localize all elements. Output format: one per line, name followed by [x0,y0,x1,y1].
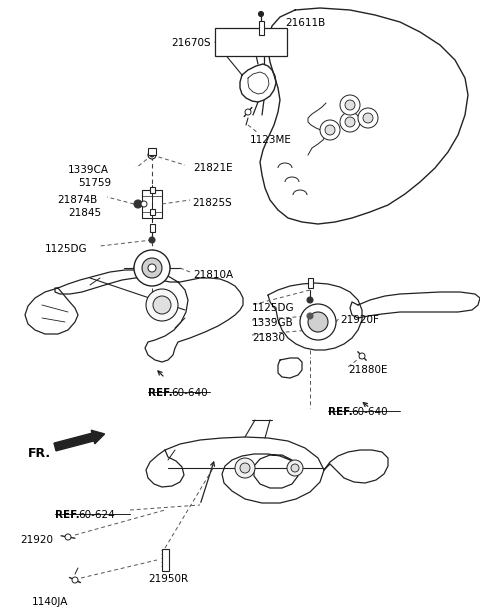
FancyArrow shape [54,430,105,451]
Circle shape [65,534,71,540]
Circle shape [245,109,251,115]
Circle shape [146,289,178,321]
Circle shape [150,153,154,157]
Circle shape [300,304,336,340]
Circle shape [325,125,335,135]
Circle shape [307,297,313,303]
Text: 60-640: 60-640 [351,407,388,417]
Bar [308,278,312,288]
Circle shape [363,113,373,123]
Bar [259,21,264,35]
Bar [149,224,155,232]
Text: 1125DG: 1125DG [252,303,295,313]
Circle shape [148,151,156,159]
Circle shape [291,464,299,472]
Circle shape [320,120,340,140]
Text: REF.: REF. [148,388,173,398]
Bar [148,148,156,155]
Text: 21845: 21845 [68,208,101,218]
Circle shape [134,200,142,208]
Text: 21950R: 21950R [148,574,188,584]
Circle shape [308,312,328,332]
Text: 21825S: 21825S [192,198,232,208]
Text: 21830: 21830 [252,333,285,343]
Text: 1339GB: 1339GB [252,318,294,328]
Circle shape [240,463,250,473]
Text: 21920: 21920 [20,535,53,545]
Circle shape [345,117,355,127]
Text: 21611B: 21611B [285,18,325,28]
Text: 21821E: 21821E [193,163,233,173]
Circle shape [307,313,313,319]
Circle shape [359,353,365,359]
Circle shape [142,258,162,278]
Text: 60-624: 60-624 [78,510,115,520]
Text: 51759: 51759 [78,178,111,188]
Text: 21880E: 21880E [348,365,387,375]
Text: REF.: REF. [55,510,80,520]
Circle shape [235,458,255,478]
Circle shape [340,95,360,115]
Bar [215,28,287,56]
Text: 60-640: 60-640 [171,388,208,398]
Bar [161,549,168,571]
Text: 21670S: 21670S [171,38,211,48]
Bar [149,209,155,215]
Circle shape [287,460,303,476]
Circle shape [259,12,264,17]
Text: 21874B: 21874B [57,195,97,205]
Circle shape [72,577,78,583]
Circle shape [148,264,156,272]
Circle shape [358,108,378,128]
Text: 1125DG: 1125DG [45,244,88,254]
Circle shape [153,296,171,314]
Text: 1339CA: 1339CA [68,165,109,175]
Text: 1123ME: 1123ME [250,135,292,145]
Text: 21810A: 21810A [193,270,233,280]
Circle shape [340,112,360,132]
Text: FR.: FR. [28,447,51,460]
Text: 1140JA: 1140JA [32,597,68,607]
Circle shape [141,201,147,207]
Circle shape [149,237,155,243]
Text: REF.: REF. [328,407,353,417]
Circle shape [134,250,170,286]
Bar [149,187,155,193]
Circle shape [345,100,355,110]
Text: 21920F: 21920F [340,315,379,325]
